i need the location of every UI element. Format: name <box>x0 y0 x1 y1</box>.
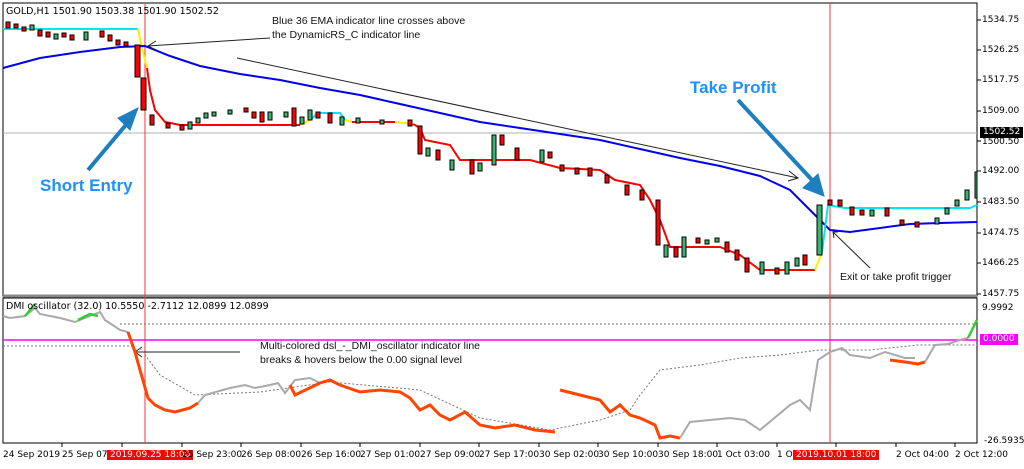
short-entry-arrow <box>86 106 139 172</box>
oscillator-annotation: Multi-colored dsl_-_DMI_oscillator indic… <box>260 339 480 367</box>
time-axis-ticks <box>61 443 956 447</box>
time-label: 2 Oct 04:00 <box>896 450 949 460</box>
annotation-line: the DynamicRS_C indicator line <box>272 29 421 41</box>
current-price-tag: 1502.52 <box>980 127 1024 138</box>
annotation-line: Blue 36 EMA indicator line crosses above <box>272 15 466 27</box>
take-profit-label: Take Profit <box>690 78 777 97</box>
exit-trigger-annotation: Exit or take profit trigger <box>840 271 952 283</box>
ema-cross-annotation: Blue 36 EMA indicator line crosses above… <box>272 14 465 42</box>
price-label: 1457.75 <box>982 289 1020 299</box>
time-label: 1 Oct 03:00 <box>717 450 770 460</box>
time-label: 26 Sep 08:00 <box>241 450 302 460</box>
price-label: 1534.75 <box>982 15 1020 25</box>
osc-axis-bottom: -26.5935 <box>984 436 1024 446</box>
annotation-pointers <box>134 37 871 358</box>
dynamic-rs-line <box>146 67 300 126</box>
price-label: 1492.00 <box>982 166 1020 176</box>
oscillator-panel <box>2 297 978 444</box>
candlesticks <box>5 21 978 275</box>
main-chart-panel <box>2 2 978 297</box>
time-label: 1 Oct <box>777 450 802 460</box>
time-label: 25 Sep 07:00 <box>62 450 123 460</box>
price-label: 1466.25 <box>982 258 1020 268</box>
price-label: 1500.50 <box>982 137 1020 147</box>
oscillator-line-orange <box>126 331 199 414</box>
price-label: 1474.75 <box>982 228 1020 238</box>
time-label: 27 Sep 17:00 <box>479 450 540 460</box>
osc-zero-tag: 0.0000 <box>980 334 1018 345</box>
take-profit-arrow <box>736 98 825 197</box>
time-label: 26 Sep 16:00 <box>301 450 362 460</box>
price-label: 1517.75 <box>982 75 1020 85</box>
price-label: 1509.00 <box>982 106 1020 116</box>
time-label: 2 Oct 12:00 <box>955 450 1008 460</box>
osc-axis-top: 9.9992 <box>982 303 1014 313</box>
time-label: 27 Sep 01:00 <box>360 450 421 460</box>
exit-time-highlight: 2019.10.01 18:00 <box>793 450 880 460</box>
price-label: 1483.50 <box>982 197 1020 207</box>
time-label: 30 Sep 02:00 <box>539 450 600 460</box>
oscillator-line-grey <box>2 306 129 333</box>
time-label: 30 Sep 10:00 <box>598 450 659 460</box>
annotation-line: Multi-colored dsl_-_DMI_oscillator indic… <box>260 340 481 352</box>
short-entry-label: Short Entry <box>40 176 133 195</box>
time-label: 24 Sep 2019 <box>3 450 61 460</box>
annotation-line: breaks & hovers below the 0.00 signal le… <box>260 354 462 366</box>
time-label: 27 Sep 09:00 <box>420 450 481 460</box>
oscillator-header: DMI oscillator (32.0) 10.5550 -2.7112 12… <box>6 301 269 312</box>
price-label: 1526.25 <box>982 45 1020 55</box>
symbol-header: GOLD,H1 1501.90 1503.38 1501.90 1502.52 <box>6 6 219 17</box>
time-label: 25 Sep 23:00 <box>182 450 243 460</box>
entry-time-highlight: 2019.09.25 18:00 <box>107 450 194 460</box>
ema-36-line <box>2 44 978 234</box>
price-axis-ticks <box>977 19 981 295</box>
time-label: 30 Sep 18:00 <box>658 450 719 460</box>
